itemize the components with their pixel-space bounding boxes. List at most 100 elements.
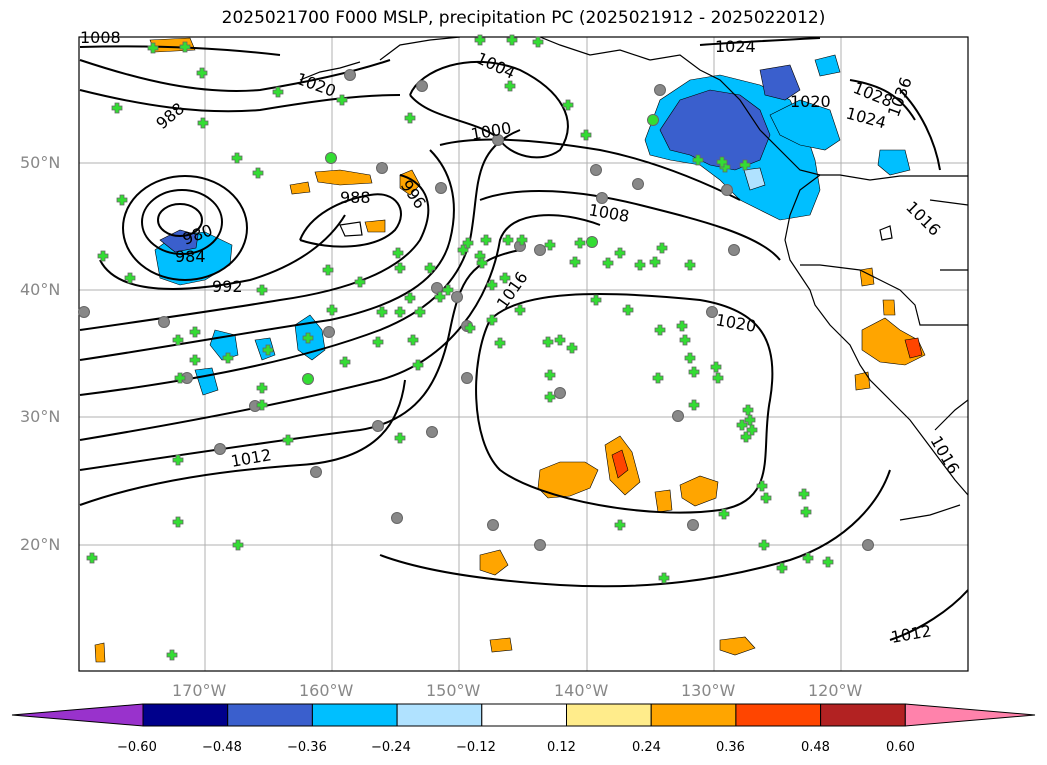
- obs-cross-marker: [404, 112, 416, 124]
- obs-cross-marker: [656, 242, 668, 254]
- colorbar-left-extension: [11, 703, 144, 727]
- obs-cross-marker: [462, 237, 474, 249]
- obs-circle-marker: [492, 134, 504, 146]
- obs-circle-marker: [706, 306, 718, 318]
- isobar-label: 992: [212, 277, 243, 296]
- obs-cross-marker: [649, 256, 661, 268]
- obs-circle-marker: [862, 539, 874, 551]
- lat-label-20: 20°N: [20, 535, 61, 554]
- obs-cross-marker: [514, 304, 526, 316]
- obs-cross-marker: [476, 257, 488, 269]
- obs-cross-marker: [302, 332, 314, 344]
- colorbar-tick-label: 0.36: [716, 740, 745, 755]
- obs-cross-marker: [464, 322, 476, 334]
- obs-circle-marker: [451, 291, 463, 303]
- obs-cross-marker: [676, 320, 688, 332]
- isobar-label: 988: [340, 188, 371, 207]
- obs-circle-marker: [596, 192, 608, 204]
- obs-cross-marker: [622, 304, 634, 316]
- obs-cross-marker: [740, 431, 752, 443]
- obs-cross-marker: [494, 337, 506, 349]
- obs-cross-marker: [756, 480, 768, 492]
- colorbar-right-extension: [904, 703, 1036, 727]
- obs-cross-marker: [326, 304, 338, 316]
- obs-cross-marker: [256, 382, 268, 394]
- obs-cross-marker: [376, 306, 388, 318]
- obs-cross-marker: [196, 67, 208, 79]
- obs-cross-marker: [424, 262, 436, 274]
- obs-cross-marker: [442, 284, 454, 296]
- obs-cross-marker: [404, 292, 416, 304]
- obs-cross-marker: [718, 508, 730, 520]
- obs-cross-marker: [746, 424, 758, 436]
- obs-cross-marker: [322, 264, 334, 276]
- obs-circle-marker: [158, 316, 170, 328]
- isobar-label: 1024: [715, 37, 756, 56]
- colorbar-tick-label: −0.12: [456, 740, 496, 755]
- obs-cross-marker: [614, 247, 626, 259]
- obs-cross-marker: [712, 372, 724, 384]
- obs-cross-marker: [688, 399, 700, 411]
- obs-cross-marker: [174, 372, 186, 384]
- colorbar-segment: [311, 703, 398, 727]
- lon-label-160w: 160°W: [299, 681, 354, 700]
- obs-cross-marker: [506, 34, 518, 46]
- colorbar-tick-label: −0.24: [371, 740, 411, 755]
- obs-cross-marker: [516, 234, 528, 246]
- obs-cross-marker: [802, 552, 814, 564]
- obs-cross-marker: [197, 117, 209, 129]
- isobar-label: 1008: [80, 28, 121, 47]
- obs-cross-marker: [172, 334, 184, 346]
- colorbar-segment: [820, 703, 906, 727]
- obs-cross-marker: [124, 272, 136, 284]
- obs-circle-marker: [372, 420, 384, 432]
- map-title: 2025021700 F000 MSLP, precipitation PC (…: [221, 8, 826, 28]
- lon-label-170w: 170°W: [172, 681, 227, 700]
- lon-label-140w: 140°W: [554, 681, 609, 700]
- obs-cross-marker: [569, 256, 581, 268]
- obs-circle-marker: [431, 282, 443, 294]
- obs-cross-marker: [692, 154, 704, 166]
- colorbar-tick-label: −0.48: [202, 740, 242, 755]
- obs-bright-marker: [303, 374, 313, 384]
- obs-circle-marker: [672, 410, 684, 422]
- obs-cross-marker: [231, 152, 243, 164]
- obs-cross-marker: [339, 356, 351, 368]
- obs-cross-marker: [474, 34, 486, 46]
- obs-cross-marker: [434, 291, 446, 303]
- colorbar-segment: [396, 703, 483, 727]
- isobar-label: 988: [152, 99, 188, 133]
- obs-cross-marker: [111, 102, 123, 114]
- obs-cross-marker: [486, 314, 498, 326]
- obs-circle-marker: [534, 539, 546, 551]
- obs-cross-marker: [798, 488, 810, 500]
- isobar-label: 1020: [714, 310, 757, 336]
- lon-label-130w: 130°W: [681, 681, 736, 700]
- obs-circle-marker: [323, 326, 335, 338]
- obs-cross-marker: [652, 372, 664, 384]
- obs-cross-marker: [544, 369, 556, 381]
- isobar-label: 1012: [889, 621, 932, 647]
- obs-circle-marker: [376, 162, 388, 174]
- obs-cross-marker: [716, 156, 728, 168]
- obs-circle-marker: [632, 178, 644, 190]
- colorbar-segment: [566, 703, 652, 727]
- colorbar-tick-label: −0.36: [287, 740, 327, 755]
- obs-cross-marker: [566, 342, 578, 354]
- lon-label-150w: 150°W: [426, 681, 481, 700]
- obs-circle-marker: [654, 84, 666, 96]
- obs-cross-marker: [684, 259, 696, 271]
- precip-negative: [154, 54, 911, 396]
- obs-cross-marker: [800, 506, 812, 518]
- obs-circle-marker: [426, 426, 438, 438]
- obs-circle-marker: [554, 387, 566, 399]
- obs-cross-marker: [394, 262, 406, 274]
- obs-cross-marker: [394, 432, 406, 444]
- obs-cross-marker: [574, 237, 586, 249]
- isobar-label: 1004: [473, 48, 518, 82]
- obs-cross-marker: [412, 359, 424, 371]
- colorbar-segment: [142, 703, 229, 727]
- obs-cross-marker: [502, 234, 514, 246]
- colorbar-tick-label: 0.48: [801, 740, 830, 755]
- obs-cross-marker: [590, 294, 602, 306]
